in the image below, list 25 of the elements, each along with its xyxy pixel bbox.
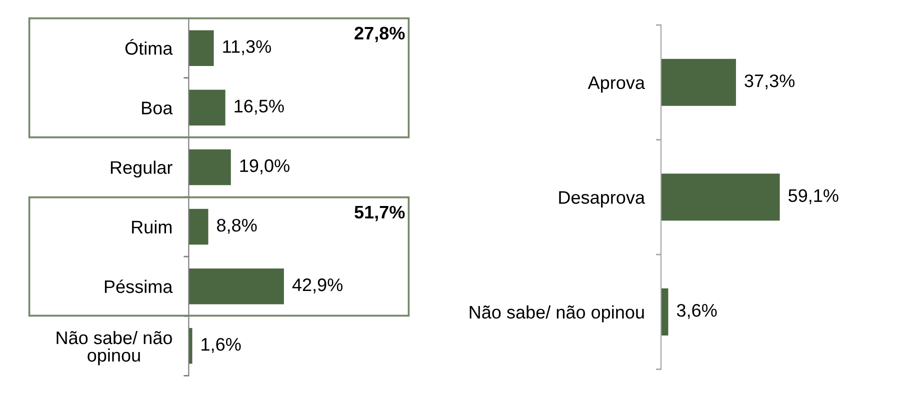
bar xyxy=(188,208,208,245)
data-label: 42,9% xyxy=(292,278,342,294)
text: 27,8% xyxy=(354,26,405,42)
data-label: 8,8% xyxy=(217,218,257,234)
data-label: 59,1% xyxy=(788,189,838,204)
y-tick-label: Ruim xyxy=(132,220,172,234)
data-label: 16,5% xyxy=(234,100,284,115)
y-tick-label: Desaprova xyxy=(559,191,646,208)
data-label: 3,6% xyxy=(676,304,717,319)
y-tick-label: Ótima xyxy=(125,38,173,55)
data-label: 37,3% xyxy=(744,74,795,90)
bar xyxy=(188,30,214,66)
y-tick-label: Péssima xyxy=(104,280,173,294)
y-tick-label: Aprova xyxy=(588,76,645,93)
y-tick-label: Boa xyxy=(142,102,173,114)
y-tick-label: Não sabe/ não opinou xyxy=(56,330,172,366)
bar xyxy=(188,268,284,304)
text: 51,7% xyxy=(354,206,405,222)
bar xyxy=(188,90,226,126)
y-tick-label: Regular xyxy=(110,160,172,178)
data-label: 1,6% xyxy=(202,338,241,353)
data-label: 19,0% xyxy=(240,159,290,174)
y-tick-label: Não sabe/ não opinou xyxy=(470,305,644,322)
data-label: 11,3% xyxy=(223,40,272,56)
bar xyxy=(188,149,231,186)
